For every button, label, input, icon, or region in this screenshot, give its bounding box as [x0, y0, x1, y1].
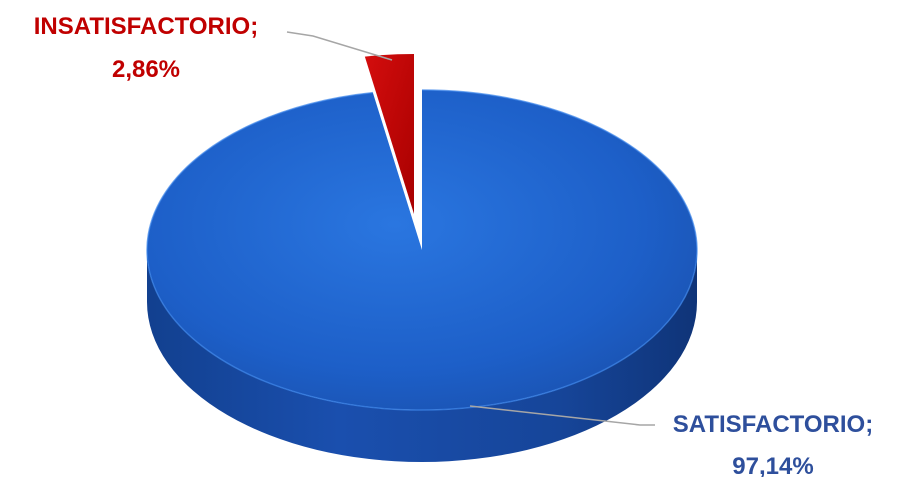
pie-slices — [146, 54, 698, 462]
slice-satisfactorio — [146, 89, 698, 462]
slice-insatisfactorio — [364, 54, 414, 214]
data-label-value: 2,86% — [112, 56, 180, 83]
slice-side-satisfactorio — [147, 250, 697, 462]
slice-rim-satisfactorio — [146, 89, 698, 411]
leader-lines — [286, 31, 655, 426]
data-label-value: 97,14% — [732, 453, 813, 477]
slice-top-satisfactorio — [146, 90, 697, 410]
leader-line-satisfactorio — [469, 405, 655, 426]
data-label-category: SATISFACTORIO; — [673, 411, 873, 438]
data-label-satisfactorio: SATISFACTORIO; 97,14% — [673, 411, 873, 477]
data-labels: INSATISFACTORIO; 2,86% SATISFACTORIO; 97,14… — [34, 13, 873, 477]
slice-top-insatisfactorio — [364, 54, 414, 214]
data-label-category: INSATISFACTORIO; — [34, 13, 258, 40]
data-label-insatisfactorio: INSATISFACTORIO; 2,86% — [34, 13, 258, 83]
leader-line-insatisfactorio — [286, 31, 393, 61]
